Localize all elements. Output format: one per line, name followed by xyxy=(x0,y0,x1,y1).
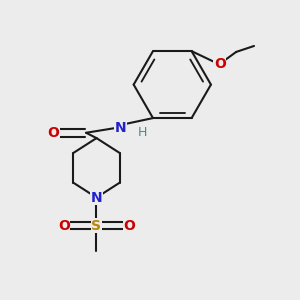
Text: N: N xyxy=(91,190,102,205)
Text: H: H xyxy=(138,126,147,139)
Text: O: O xyxy=(123,219,135,233)
Text: N: N xyxy=(115,121,126,135)
Text: O: O xyxy=(214,57,226,71)
Text: S: S xyxy=(92,219,101,233)
Text: O: O xyxy=(58,219,70,233)
Text: O: O xyxy=(47,126,59,140)
